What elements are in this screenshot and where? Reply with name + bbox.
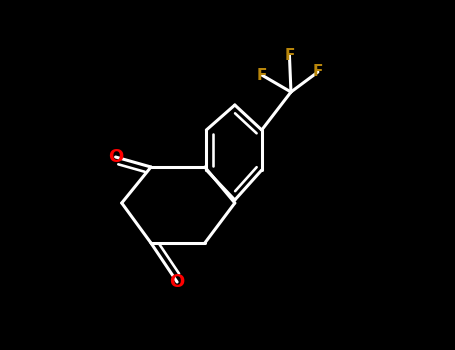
Text: F: F [257, 68, 267, 83]
Text: O: O [170, 273, 185, 291]
Text: O: O [108, 148, 123, 166]
Text: F: F [284, 48, 294, 63]
Text: F: F [313, 64, 323, 79]
